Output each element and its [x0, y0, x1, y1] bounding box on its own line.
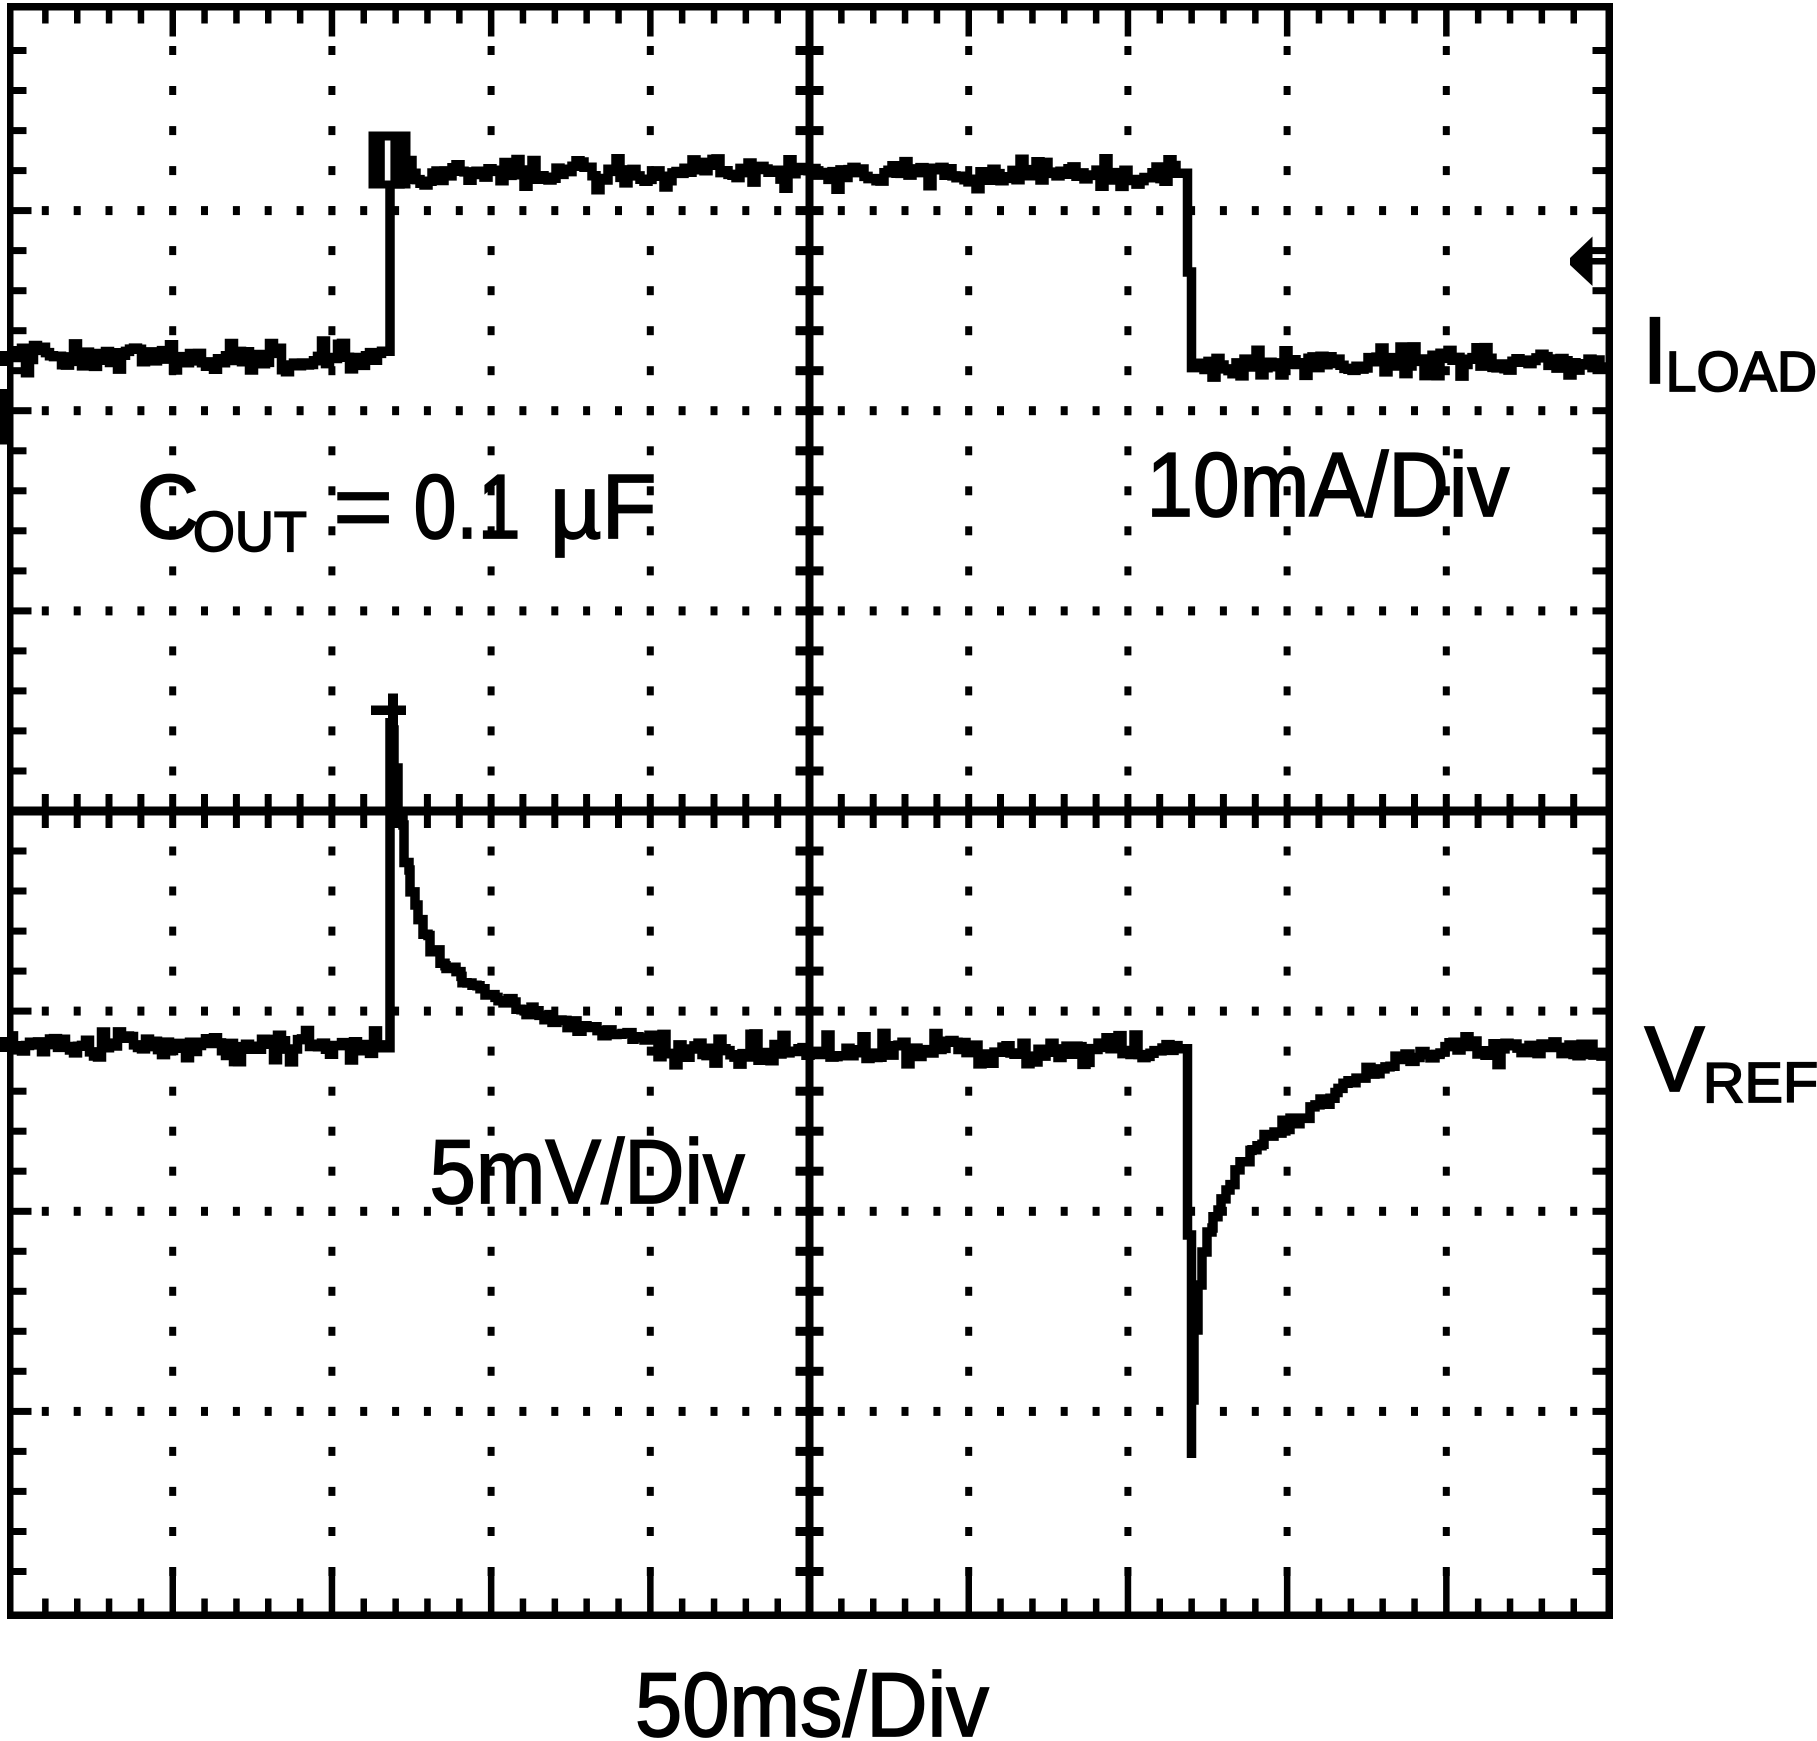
svg-text:5mV/Div: 5mV/Div	[430, 1121, 746, 1223]
svg-text:0.1: 0.1	[414, 456, 521, 557]
svg-text:10mA/Div: 10mA/Div	[1147, 434, 1510, 536]
svg-text:I: I	[1642, 298, 1668, 404]
svg-text:OUT: OUT	[193, 500, 307, 564]
svg-text:V: V	[1645, 1008, 1705, 1111]
svg-text:C: C	[137, 456, 199, 558]
svg-text:LOAD: LOAD	[1666, 339, 1817, 403]
svg-text:50ms/Div: 50ms/Div	[635, 1653, 989, 1741]
svg-text:=: =	[333, 455, 393, 557]
svg-text:REF: REF	[1703, 1051, 1817, 1115]
svg-text:µF: µF	[550, 456, 657, 558]
